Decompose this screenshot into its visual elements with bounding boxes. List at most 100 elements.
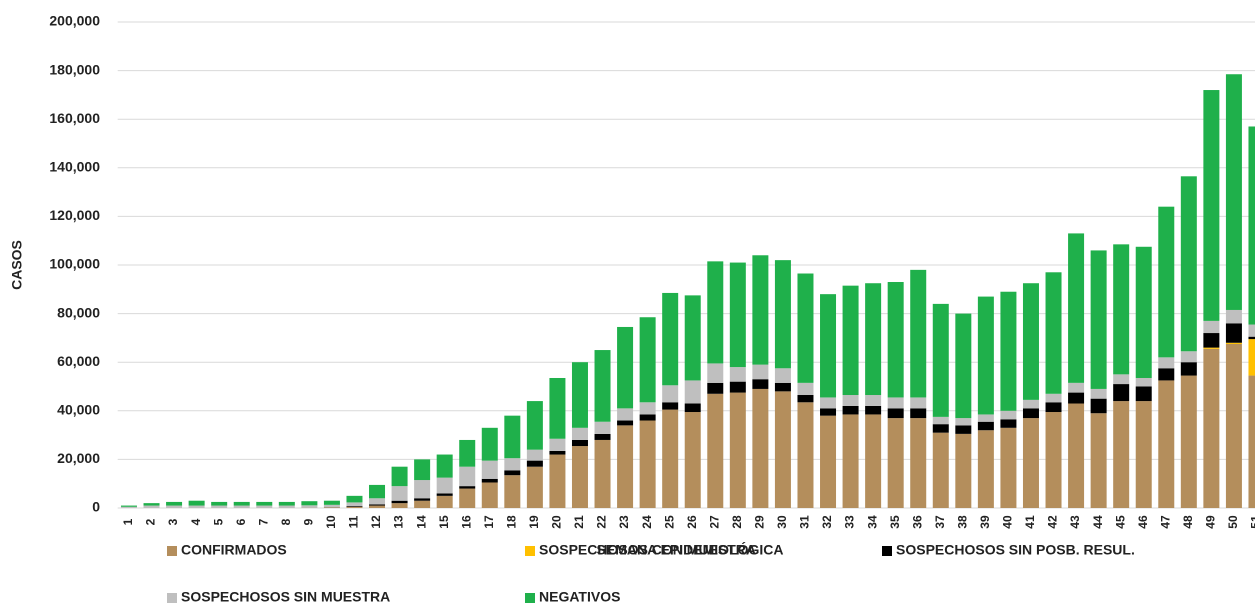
bar-segment — [684, 295, 701, 381]
bar-segment — [932, 432, 949, 508]
x-tick-label: 20 — [550, 515, 564, 529]
y-tick-label: 160,000 — [49, 110, 100, 126]
bar-segment — [1068, 392, 1085, 404]
bar-segment — [1248, 336, 1255, 340]
bar-segment — [1248, 375, 1255, 508]
bar-segment — [797, 382, 814, 396]
x-tick-label: 18 — [504, 515, 518, 529]
bar-segment — [1203, 320, 1220, 334]
bar-segment — [143, 505, 160, 508]
bar-segment — [549, 438, 566, 451]
bar-segment — [887, 397, 904, 409]
bar-segment — [662, 385, 679, 403]
bar-segment — [1158, 380, 1175, 508]
bar-segment — [910, 408, 927, 419]
bar-segment — [932, 424, 949, 433]
bar-segment — [887, 418, 904, 508]
bar-segment — [774, 260, 791, 369]
x-tick-label: 48 — [1181, 515, 1195, 529]
bar-segment — [707, 382, 724, 394]
x-tick-label: 4 — [189, 518, 203, 525]
bar-segment — [1045, 412, 1062, 508]
x-tick-label: 39 — [978, 515, 992, 529]
bar-segment — [278, 505, 295, 508]
legend-swatch — [882, 546, 892, 556]
bar-segment — [639, 317, 656, 403]
bar-segment — [1045, 272, 1062, 394]
bar-segment — [414, 480, 431, 499]
bar-segment — [323, 500, 340, 505]
bar-segment — [391, 466, 408, 487]
legend-label: SOSPECHOSOS SIN MUESTRA — [181, 589, 390, 605]
bar-segment — [752, 379, 769, 389]
bar-segment — [1090, 250, 1107, 389]
bar-segment — [120, 506, 137, 508]
bar-segment — [1090, 413, 1107, 508]
bar-segment — [481, 482, 498, 508]
bar-segment — [1000, 427, 1017, 508]
bar-segment — [211, 501, 228, 506]
bar-segment — [1022, 408, 1039, 419]
bar-segment — [1090, 388, 1107, 399]
bar-segment — [662, 292, 679, 386]
bar-segment — [1180, 351, 1197, 363]
bar-segment — [842, 395, 859, 406]
bar-segment — [346, 506, 363, 507]
bar-segment — [1022, 283, 1039, 400]
bar-segment — [436, 493, 453, 496]
bar-segment — [865, 414, 882, 508]
bar-segment — [459, 486, 476, 489]
bar-segment — [977, 296, 994, 415]
x-tick-label: 41 — [1023, 515, 1037, 529]
x-tick-label: 35 — [888, 515, 902, 529]
bar-segment — [865, 395, 882, 406]
bar-segment — [684, 380, 701, 404]
x-tick-label: 47 — [1158, 515, 1172, 529]
bar-segment — [1180, 362, 1197, 376]
x-tick-label: 51 — [1249, 515, 1255, 529]
legend-label: CONFIRMADOS — [181, 542, 287, 558]
bar-segment — [707, 261, 724, 364]
bar-segment — [594, 421, 611, 434]
bar-segment — [820, 397, 837, 409]
y-tick-label: 0 — [92, 499, 100, 515]
bar-segment — [729, 367, 746, 382]
bar-segment — [369, 505, 386, 508]
bar-segment — [346, 502, 363, 507]
y-tick-label: 200,000 — [49, 13, 100, 29]
bar-segment — [797, 273, 814, 383]
bar-segment — [820, 415, 837, 508]
bar-segment — [1225, 74, 1242, 310]
bar-segment — [932, 416, 949, 425]
y-tick-label: 20,000 — [57, 450, 100, 466]
bar-segment — [278, 501, 295, 506]
bar-segment — [865, 405, 882, 415]
bar-segment — [211, 505, 228, 508]
bar-segment — [752, 364, 769, 380]
bar-segment — [504, 470, 521, 476]
bar-segment — [1135, 401, 1152, 508]
bar-segment — [1248, 324, 1255, 337]
x-tick-label: 46 — [1136, 515, 1150, 529]
bar-segment — [346, 495, 363, 503]
x-tick-label: 29 — [753, 515, 767, 529]
bar-segment — [1203, 90, 1220, 321]
bar-segment — [1113, 401, 1130, 508]
bar-segment — [842, 414, 859, 508]
bar-segment — [1068, 403, 1085, 508]
x-tick-label: 25 — [662, 515, 676, 529]
bar-segment — [977, 421, 994, 431]
legend-label: NEGATIVOS — [539, 589, 620, 605]
bar-segment — [729, 381, 746, 393]
x-tick-label: 13 — [392, 515, 406, 529]
bar-segment — [436, 454, 453, 478]
bar-segment — [1113, 384, 1130, 402]
y-tick-label: 180,000 — [49, 61, 100, 77]
bar-segment — [639, 414, 656, 421]
bar-segment — [549, 450, 566, 455]
bar-segment — [617, 425, 634, 508]
bar-segment — [459, 439, 476, 467]
x-tick-label: 16 — [459, 515, 473, 529]
bar-segment — [571, 362, 588, 428]
bar-segment — [120, 505, 137, 507]
